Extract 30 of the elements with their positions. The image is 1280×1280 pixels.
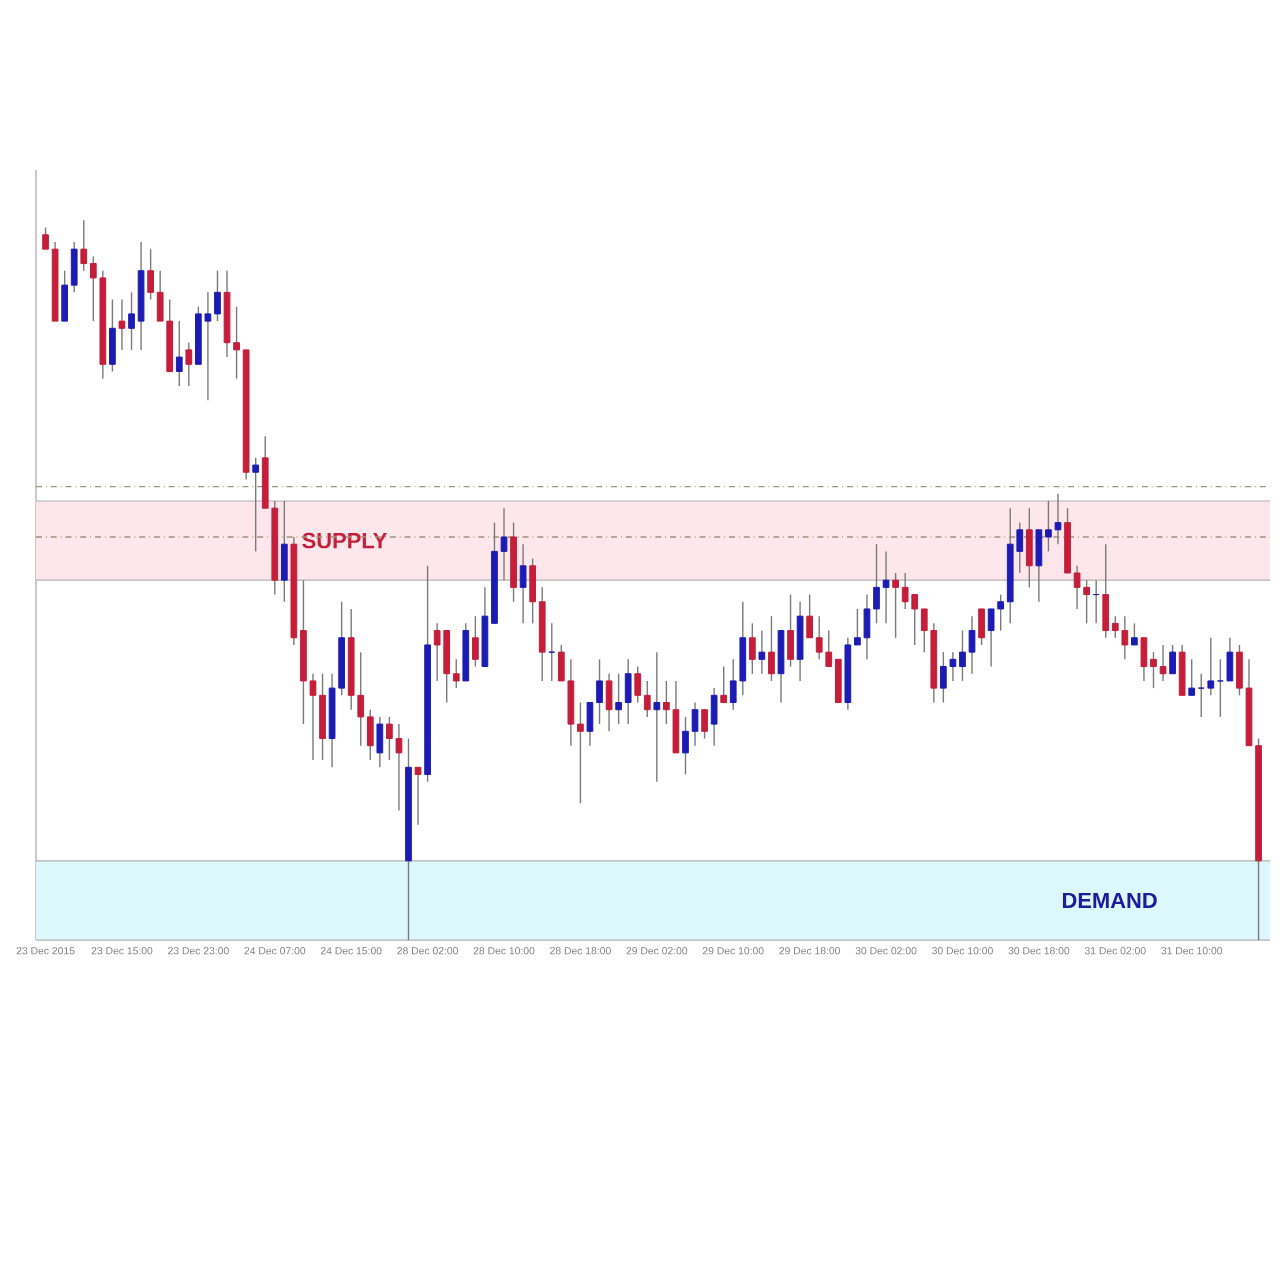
candlestick [1025, 507, 1033, 589]
candlestick [175, 320, 183, 387]
candlestick [185, 342, 193, 387]
candlestick [519, 543, 527, 625]
candlestick [376, 716, 384, 768]
candlestick [414, 766, 422, 826]
candlestick [796, 601, 804, 682]
candlestick [1188, 658, 1196, 697]
band-label: SUPPLY [302, 532, 387, 549]
candlestick [758, 629, 766, 675]
candlestick [787, 593, 794, 668]
candlestick [701, 709, 708, 740]
candlestick [978, 608, 985, 646]
candlestick [605, 673, 613, 732]
candlestick [280, 500, 288, 603]
candlestick [109, 298, 116, 373]
candlestick [548, 622, 556, 682]
candlestick [252, 457, 260, 553]
band-label: DEMAND [1062, 892, 1157, 908]
candlestick [1169, 644, 1176, 675]
candlestick [653, 651, 661, 783]
candlestick [748, 622, 756, 675]
candlestick [471, 615, 479, 668]
candlestick [710, 687, 718, 747]
candlestick [768, 615, 775, 682]
candlestick [1178, 644, 1186, 697]
candlestick [118, 298, 126, 351]
candlestick [1131, 622, 1138, 646]
candlestick [777, 629, 785, 704]
candlestick [720, 665, 728, 704]
